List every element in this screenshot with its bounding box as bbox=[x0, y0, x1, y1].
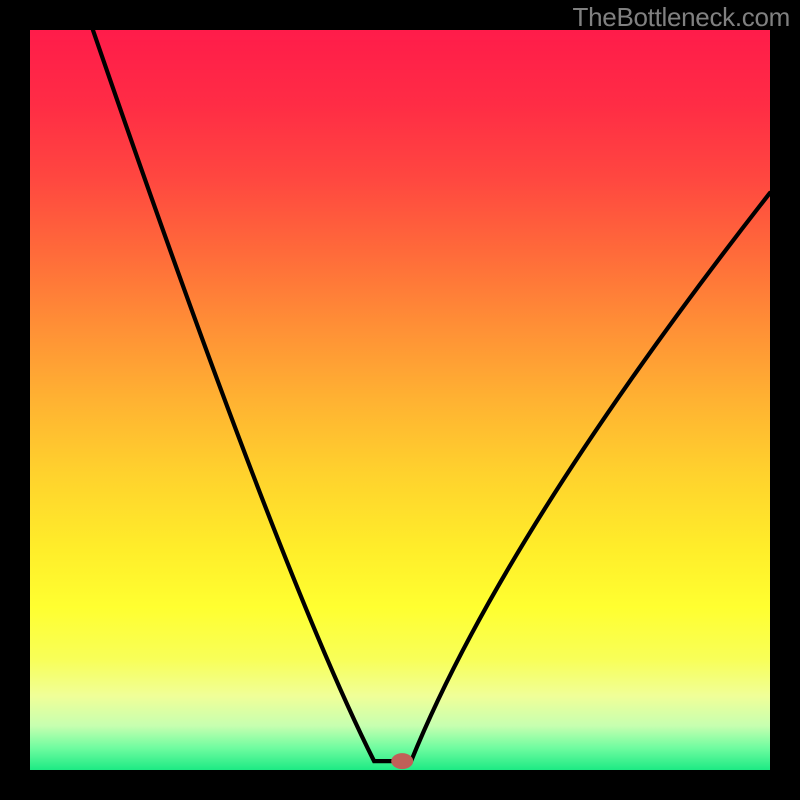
watermark-text: TheBottleneck.com bbox=[573, 2, 790, 33]
optimum-marker bbox=[391, 753, 413, 769]
bottleneck-chart bbox=[0, 0, 800, 800]
gradient-background bbox=[30, 30, 770, 770]
